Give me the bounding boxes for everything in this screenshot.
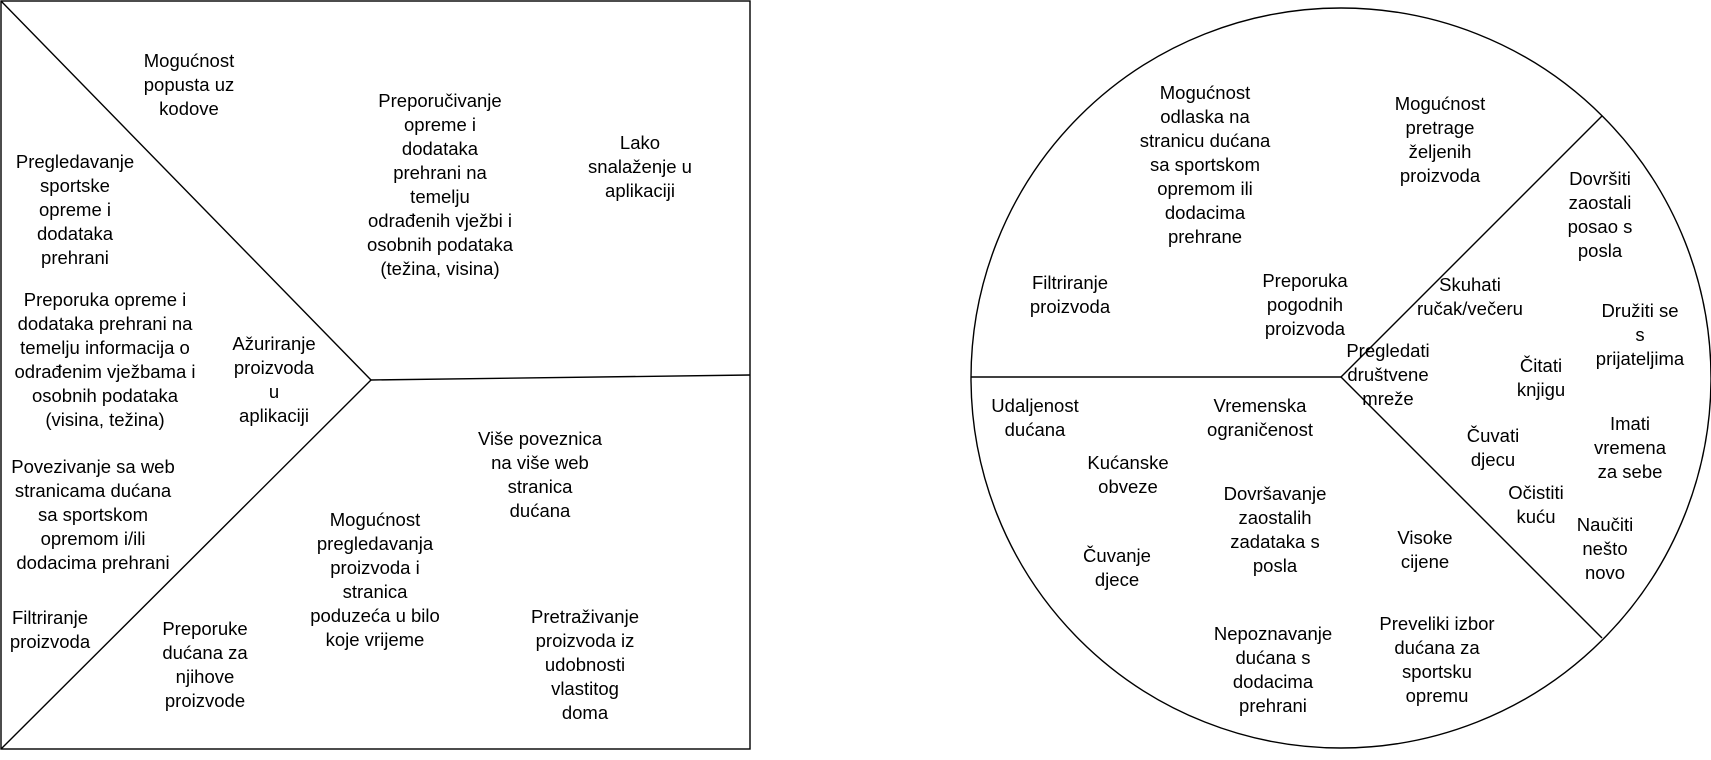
gain-filtering: Filtriranje proizvoda xyxy=(1029,272,1111,317)
job-read-book: Čitati knjigu xyxy=(1516,355,1566,400)
job-me-time: Imati vremena za sebe xyxy=(1594,413,1666,482)
job-cook: Skuhati ručak/večeru xyxy=(1417,274,1523,319)
pain-unknown-supplement-stores: Nepoznavanje dućana s dodacima prehrani xyxy=(1213,623,1333,716)
pain-reliever-search-from-home: Pretraživanje proizvoda iz udobnosti vla… xyxy=(531,606,639,723)
circle-divider-lower xyxy=(1340,376,1603,639)
gain-search-products: Mogućnost pretrage željenih proizvoda xyxy=(1394,93,1486,186)
gain-creator-discount-codes: Mogućnost popusta uz kodove xyxy=(143,50,235,119)
pain-too-many-stores: Preveliki izbor dućana za sportsku oprem… xyxy=(1379,613,1495,706)
pain-reliever-more-links: Više poveznica na više web stranica duća… xyxy=(477,428,603,521)
circle-divider-upper xyxy=(1340,115,1603,378)
divider-horizontal xyxy=(370,374,751,381)
divider-diagonal-bottom xyxy=(0,379,372,750)
job-clean-house: Očistiti kuću xyxy=(1508,482,1564,527)
pain-reliever-store-recommendations: Preporuke dućana za njihove proizvode xyxy=(162,618,248,711)
product-filtering: Filtriranje proizvoda xyxy=(9,607,91,652)
pain-time-limit: Vremenska ograničenost xyxy=(1207,395,1313,440)
product-updates: Ažuriranje proizvoda u aplikaciji xyxy=(232,333,316,426)
pain-high-prices: Visoke cijene xyxy=(1397,527,1453,572)
job-finish-work: Dovršiti zaostali posao s posla xyxy=(1567,168,1633,261)
gain-creator-recommendations: Preporučivanje opreme i dodataka prehran… xyxy=(366,90,514,279)
gain-creator-easy-navigation: Lako snalaženje u aplikaciji xyxy=(588,132,692,201)
pain-reliever-anytime-browsing: Mogućnost pregledavanja proizvoda i stra… xyxy=(310,509,440,650)
gain-visit-store-page: Mogućnost odlaska na stranicu dućana sa … xyxy=(1139,82,1271,247)
pain-childcare: Čuvanje djece xyxy=(1083,545,1151,590)
product-recommendation: Preporuka opreme i dodataka prehrani na … xyxy=(14,289,196,430)
job-learn-something: Naučiti nešto novo xyxy=(1576,514,1634,583)
gain-suitable-products: Preporuka pogodnih proizvoda xyxy=(1262,270,1348,339)
job-socialize: Družiti se s prijateljima xyxy=(1595,300,1685,369)
product-browse-equipment: Pregledavanje sportske opreme i dodataka… xyxy=(15,151,135,268)
pain-store-distance: Udaljenost dućana xyxy=(991,395,1079,440)
pain-unfinished-work: Dovršavanje zaostalih zadataka s posla xyxy=(1223,483,1327,576)
product-store-links: Povezivanje sa web stranicama dućana sa … xyxy=(11,456,175,573)
pain-household-duties: Kućanske obveze xyxy=(1087,452,1169,497)
job-babysit: Čuvati djecu xyxy=(1466,425,1520,470)
divider-diagonal-top xyxy=(0,0,372,381)
job-social-media: Pregledati društvene mreže xyxy=(1346,340,1430,409)
customer-profile-circle xyxy=(970,7,1711,749)
